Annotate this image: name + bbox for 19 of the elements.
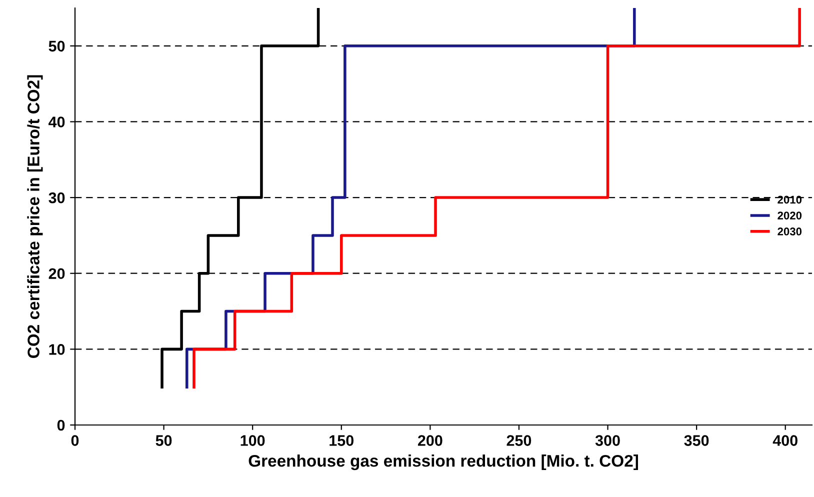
y-tick-label: 30 <box>48 192 65 204</box>
x-tick-label: 50 <box>156 435 172 446</box>
x-axis-title: Greenhouse gas emission reduction [Mio. t. CO2] <box>248 454 638 470</box>
y-tick-label: 10 <box>49 344 65 355</box>
y-tick-label: 20 <box>48 268 65 280</box>
x-tick-label: 200 <box>418 435 442 446</box>
x-tick-label: 100 <box>240 435 265 446</box>
x-tick-label: 250 <box>506 435 532 446</box>
x-tick-label: 350 <box>684 435 709 446</box>
x-tick-label: 400 <box>772 435 798 446</box>
y-tick-label: 40 <box>48 116 65 128</box>
legend-label: 2020 <box>778 212 802 220</box>
y-tick-label: 50 <box>48 40 65 52</box>
x-tick-label: 0 <box>71 435 79 446</box>
x-tick-label: 150 <box>330 435 354 446</box>
x-tick-label: 300 <box>595 435 620 446</box>
legend-label: 2030 <box>778 228 802 236</box>
y-axis-title: CO2 certificate price in [Euro/t CO2] <box>27 75 43 358</box>
y-tick-label: 0 <box>57 420 65 431</box>
